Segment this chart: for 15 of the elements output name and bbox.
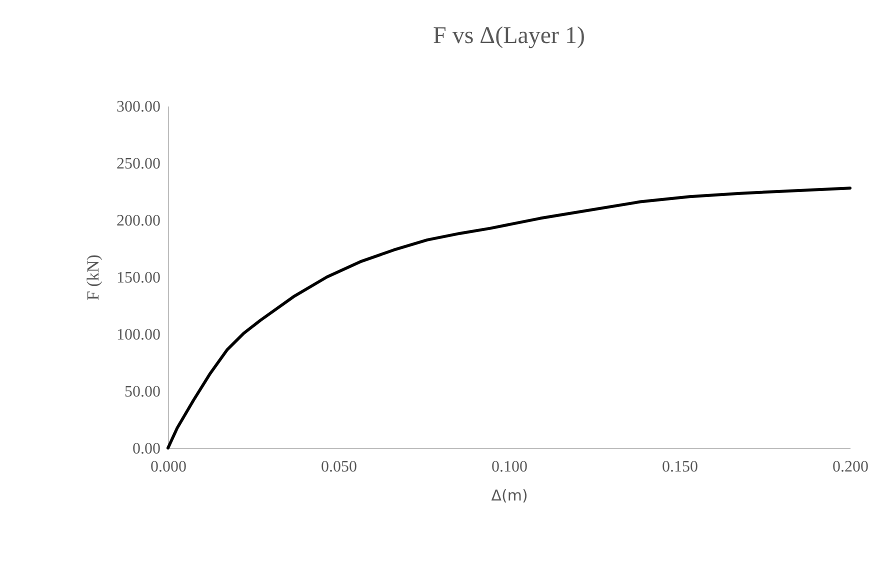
- y-axis-title: F (kN): [84, 254, 102, 300]
- x-tick-label: 0.050: [321, 458, 357, 476]
- x-axis-title: Δ(m): [491, 486, 528, 504]
- x-tick-label: 0.100: [492, 458, 528, 476]
- y-tick-label: 0.00: [132, 440, 160, 458]
- x-tick-label: 0.000: [150, 458, 186, 476]
- y-tick-label: 100.00: [116, 326, 160, 344]
- y-tick-label: 150.00: [116, 270, 160, 286]
- y-tick-label: 300.00: [116, 98, 160, 116]
- y-tick-label: 200.00: [116, 212, 160, 230]
- x-tick-label: 0.200: [832, 458, 868, 476]
- y-tick-label: 250.00: [116, 156, 160, 172]
- x-tick-label: 0.150: [662, 458, 698, 476]
- y-tick-label: 50.00: [124, 384, 160, 400]
- chart-title: F vs Δ(Layer 1): [432, 23, 586, 49]
